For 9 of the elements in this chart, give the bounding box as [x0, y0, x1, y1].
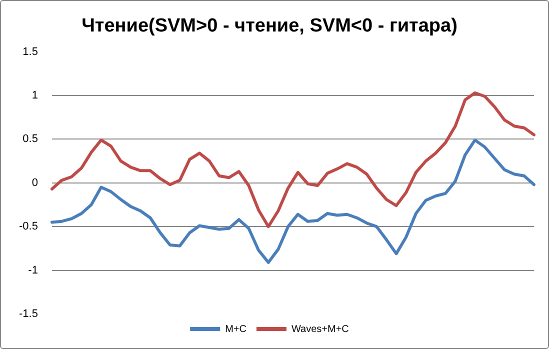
- y-tick-label: -0.5: [18, 220, 38, 233]
- y-tick-label: 1.5: [22, 46, 38, 58]
- y-tick-label: -1: [28, 264, 38, 276]
- legend-label: M+C: [225, 324, 246, 335]
- y-tick-label: 1: [32, 90, 38, 102]
- y-tick-label: 0: [32, 176, 38, 189]
- y-tick-label: -1.5: [18, 308, 38, 320]
- y-tick-label: 0.5: [22, 133, 38, 146]
- chart-title: Чтение(SVM>0 - чтение, SVM<0 - гитара): [82, 16, 458, 37]
